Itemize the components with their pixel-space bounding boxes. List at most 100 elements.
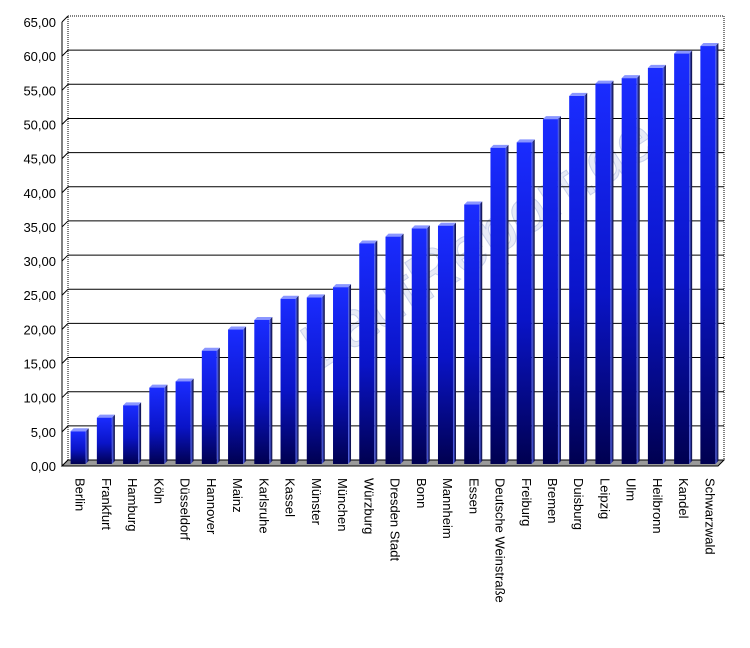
axis-tick-connector bbox=[61, 391, 69, 399]
x-category-label: Heilbronn bbox=[650, 478, 665, 534]
x-category-label: Düsseldorf bbox=[178, 478, 193, 541]
bar-front bbox=[437, 225, 453, 464]
bar bbox=[674, 50, 693, 465]
y-tick-label: 0,00 bbox=[31, 459, 56, 474]
x-category-label: Würzburg bbox=[361, 478, 376, 534]
bar-side bbox=[584, 92, 588, 465]
x-category-label: Kassel bbox=[283, 478, 298, 517]
bar-front bbox=[542, 119, 558, 464]
bar-side bbox=[138, 402, 142, 464]
bar-side bbox=[164, 384, 168, 464]
bar-front bbox=[96, 417, 112, 464]
axis-tick-connector bbox=[61, 83, 69, 91]
bar-side bbox=[557, 116, 561, 464]
y-tick-label: 55,00 bbox=[23, 83, 56, 98]
axis-tick-connector bbox=[61, 220, 69, 228]
x-category-label: Kandel bbox=[676, 478, 691, 519]
bar-side bbox=[610, 80, 614, 464]
bar bbox=[149, 384, 168, 464]
bar-side bbox=[321, 294, 325, 464]
axis-tick-connector bbox=[61, 186, 69, 194]
bar-top bbox=[359, 240, 378, 244]
bar-side bbox=[243, 326, 247, 464]
y-tick-label: 25,00 bbox=[23, 288, 56, 303]
axis-tick-connector bbox=[61, 357, 69, 364]
bar bbox=[569, 92, 588, 465]
axis-tick-connector bbox=[61, 118, 69, 125]
bar-front bbox=[228, 329, 244, 464]
bar bbox=[490, 144, 509, 464]
bar-front bbox=[333, 287, 349, 464]
bar-front bbox=[595, 83, 611, 464]
x-category-label: München bbox=[335, 478, 350, 531]
bar-top bbox=[595, 80, 614, 84]
bar-top bbox=[280, 295, 299, 299]
x-category-label: Mannheim bbox=[440, 478, 455, 539]
x-category-label: Duisburg bbox=[571, 478, 586, 530]
bar-top bbox=[306, 294, 325, 298]
bar bbox=[700, 43, 719, 464]
bar-top bbox=[464, 201, 483, 205]
bar-front bbox=[621, 78, 637, 464]
bar-top bbox=[123, 402, 142, 406]
bar bbox=[96, 414, 115, 464]
bar bbox=[647, 64, 666, 464]
bar bbox=[201, 347, 220, 464]
y-tick-label: 50,00 bbox=[23, 117, 56, 132]
bar bbox=[621, 75, 640, 464]
bar-top bbox=[96, 414, 115, 418]
axis-tick-connector bbox=[61, 425, 69, 433]
y-tick-label: 30,00 bbox=[23, 254, 56, 269]
bar-top bbox=[621, 75, 640, 79]
x-category-label: Berlin bbox=[73, 478, 88, 511]
bar-side bbox=[636, 75, 640, 464]
x-category-label: Ulm bbox=[624, 478, 639, 501]
bar-top bbox=[647, 64, 666, 68]
bar-side bbox=[216, 347, 220, 464]
bar bbox=[595, 80, 614, 464]
bar-top bbox=[385, 233, 404, 237]
y-tick-label: 35,00 bbox=[23, 220, 56, 235]
bars bbox=[70, 43, 719, 465]
bar-side bbox=[269, 316, 273, 464]
bar-front bbox=[280, 298, 296, 464]
bar-top bbox=[437, 222, 456, 226]
x-axis-category-labels: Berlin Frankfurt Hamburg Köln Düsseldorf Hann… bbox=[73, 478, 718, 603]
bar-front bbox=[70, 431, 86, 464]
bar-front bbox=[385, 236, 401, 464]
bar-front bbox=[411, 228, 427, 464]
x-category-label: Frankfurt bbox=[99, 478, 114, 530]
bar bbox=[228, 326, 247, 464]
x-category-label: Münster bbox=[309, 478, 324, 526]
bar bbox=[70, 428, 89, 464]
bar bbox=[516, 139, 535, 464]
bar bbox=[333, 284, 352, 464]
bar bbox=[254, 316, 273, 464]
bar-side bbox=[715, 43, 719, 464]
x-category-label: Dresden Stadt bbox=[388, 478, 403, 561]
bar-side bbox=[348, 284, 352, 464]
y-axis-tick-labels: 0,00 5,00 10,00 15,00 20,00 25,00 30,00 35,00 40… bbox=[23, 15, 56, 474]
bar-side bbox=[374, 240, 378, 464]
y-tick-label: 45,00 bbox=[23, 152, 56, 167]
bar-top bbox=[700, 43, 719, 47]
x-category-label: Schwarzwald bbox=[702, 478, 717, 555]
x-category-label: Leipzig bbox=[597, 478, 612, 519]
axis-tick-connector bbox=[61, 15, 69, 23]
bar-side bbox=[400, 233, 404, 464]
bar-side bbox=[531, 139, 535, 464]
bar-top bbox=[411, 225, 430, 229]
bar bbox=[411, 225, 430, 464]
bar-top bbox=[569, 92, 588, 96]
x-category-label: Freiburg bbox=[519, 478, 534, 526]
bar bbox=[437, 222, 456, 464]
bar bbox=[464, 201, 483, 464]
bar bbox=[542, 116, 561, 464]
y-tick-label: 5,00 bbox=[31, 425, 56, 440]
bar-front bbox=[700, 46, 716, 464]
bar-top bbox=[674, 50, 693, 54]
bar-side bbox=[689, 50, 693, 465]
bar-side bbox=[426, 225, 430, 464]
x-category-label: Hamburg bbox=[125, 478, 140, 531]
bar-top bbox=[516, 139, 535, 143]
